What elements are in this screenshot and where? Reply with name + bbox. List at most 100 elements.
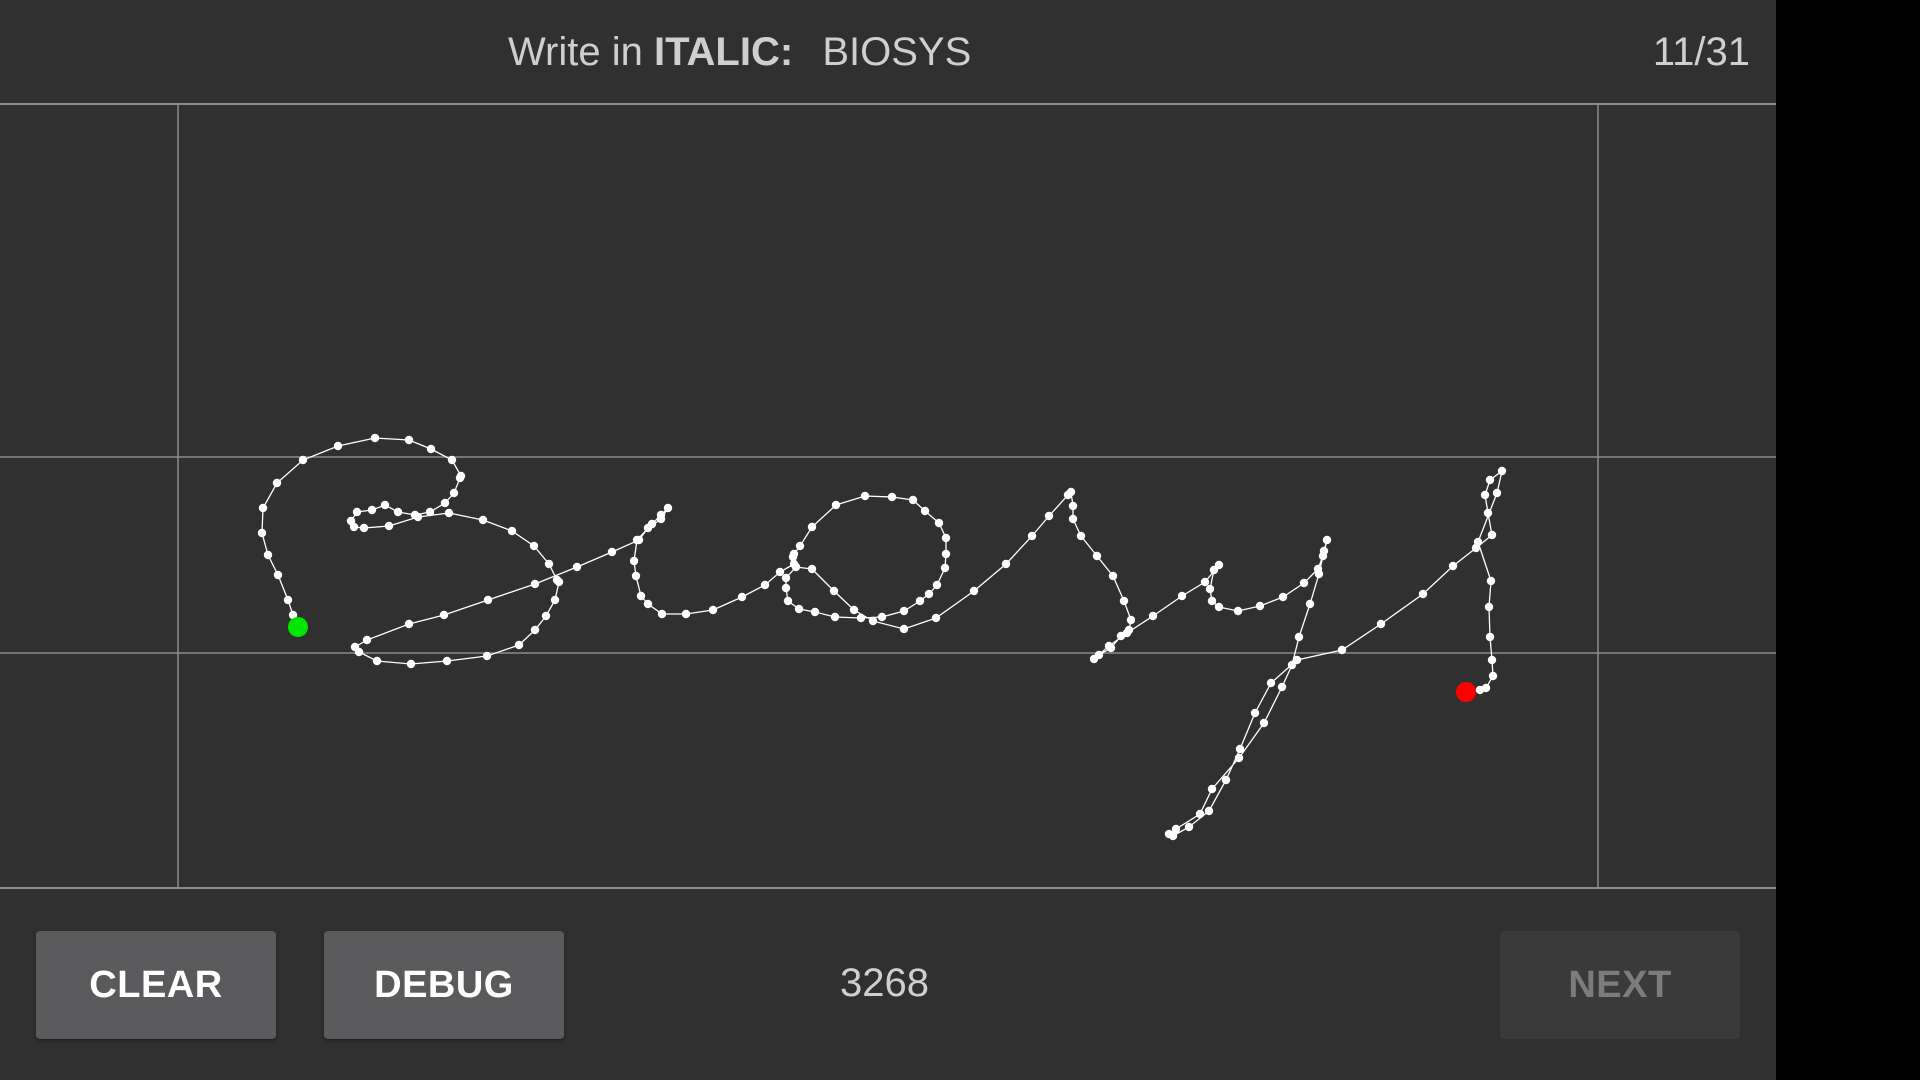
stroke-point [507, 526, 517, 536]
stroke-point [920, 506, 930, 516]
stroke-point [631, 571, 641, 581]
stroke-point [663, 503, 673, 513]
instruction-prefix: Write in [508, 30, 643, 74]
stroke-point [708, 605, 718, 615]
stroke-point [426, 444, 436, 454]
stroke-point [783, 596, 793, 606]
stroke-point [372, 656, 382, 666]
stroke-point [544, 559, 554, 569]
stroke-point [632, 535, 642, 545]
stroke-point [1480, 490, 1490, 500]
clear-button[interactable]: CLEAR [36, 931, 276, 1039]
stroke-point [257, 528, 267, 538]
stroke-point [931, 613, 941, 623]
stroke-point [1233, 606, 1243, 616]
stroke-point [1195, 809, 1205, 819]
stroke-point [1092, 551, 1102, 561]
stroke-point [554, 577, 564, 587]
ink-layer[interactable] [0, 105, 1776, 887]
stroke-point [789, 549, 799, 559]
stroke-point [1076, 531, 1086, 541]
stroke-point [380, 500, 390, 510]
stroke-point [1168, 831, 1178, 841]
stroke-point [572, 562, 582, 572]
stroke-point [1066, 487, 1076, 497]
stroke-point [1322, 535, 1332, 545]
stroke-point [273, 570, 283, 580]
stroke-point [1235, 744, 1245, 754]
stroke-point [877, 612, 887, 622]
stroke-point [794, 604, 804, 614]
stroke-point [362, 635, 372, 645]
stroke-point [1487, 530, 1497, 540]
stroke-point [1314, 569, 1324, 579]
stroke-point [541, 611, 551, 621]
stroke-point [1475, 685, 1485, 695]
stroke-point [1485, 475, 1495, 485]
stroke-point [1294, 632, 1304, 642]
stroke-point [810, 607, 820, 617]
stroke-point [1177, 591, 1187, 601]
stroke-point [298, 455, 308, 465]
stroke-point [1122, 628, 1132, 638]
stroke-point [1305, 599, 1315, 609]
stroke-point [359, 523, 369, 533]
stroke-point [1337, 645, 1347, 655]
stroke-point [404, 435, 414, 445]
stroke-point [1068, 514, 1078, 524]
stroke-point [899, 606, 909, 616]
stroke-point [807, 564, 817, 574]
stroke-point [1448, 561, 1458, 571]
stroke-point [636, 591, 646, 601]
stroke-point [1266, 678, 1276, 688]
stroke-point [795, 541, 805, 551]
stroke-point [760, 580, 770, 590]
target-word: BIOSYS [822, 30, 972, 74]
stroke-point [915, 596, 925, 606]
stroke-point [530, 579, 540, 589]
progress-counter: 11/31 [1652, 30, 1750, 74]
stroke-point [1485, 632, 1495, 642]
stroke-point [449, 488, 459, 498]
stroke-point [1200, 577, 1210, 587]
stroke-point [333, 441, 343, 451]
stroke-point [1108, 571, 1118, 581]
writing-canvas[interactable] [0, 105, 1776, 887]
debug-button[interactable]: DEBUG [324, 931, 564, 1039]
stroke-point [1089, 654, 1099, 664]
stroke-point [849, 605, 859, 615]
next-button[interactable]: NEXT [1500, 931, 1740, 1039]
stroke-point [283, 595, 293, 605]
stroke-point [941, 549, 951, 559]
stroke-point [263, 550, 273, 560]
stroke-point [934, 518, 944, 528]
stroke-point [1418, 589, 1428, 599]
stroke-point [439, 610, 449, 620]
stroke-point [1259, 718, 1269, 728]
stroke-point [1204, 806, 1214, 816]
stroke-point [969, 586, 979, 596]
stroke-point [413, 512, 423, 522]
stroke-point [1487, 655, 1497, 665]
stroke-point [1027, 531, 1037, 541]
stroke-point [1473, 537, 1483, 547]
stroke-point [860, 491, 870, 501]
stroke-point [607, 547, 617, 557]
stroke-point [899, 624, 909, 634]
stroke-point [352, 507, 362, 517]
stroke-point [483, 595, 493, 605]
stroke-point [1126, 615, 1136, 625]
stroke-point [1001, 559, 1011, 569]
stroke-point [908, 495, 918, 505]
stroke-point [629, 556, 639, 566]
stroke-point [830, 612, 840, 622]
start-point-marker [288, 617, 308, 637]
stroke-point [1292, 655, 1302, 665]
stroke-point [1492, 488, 1502, 498]
stroke-point [530, 625, 540, 635]
stroke-point [932, 580, 942, 590]
stroke-point [656, 510, 666, 520]
stroke-point [514, 640, 524, 650]
stroke-point [440, 498, 450, 508]
stroke-point [940, 563, 950, 573]
